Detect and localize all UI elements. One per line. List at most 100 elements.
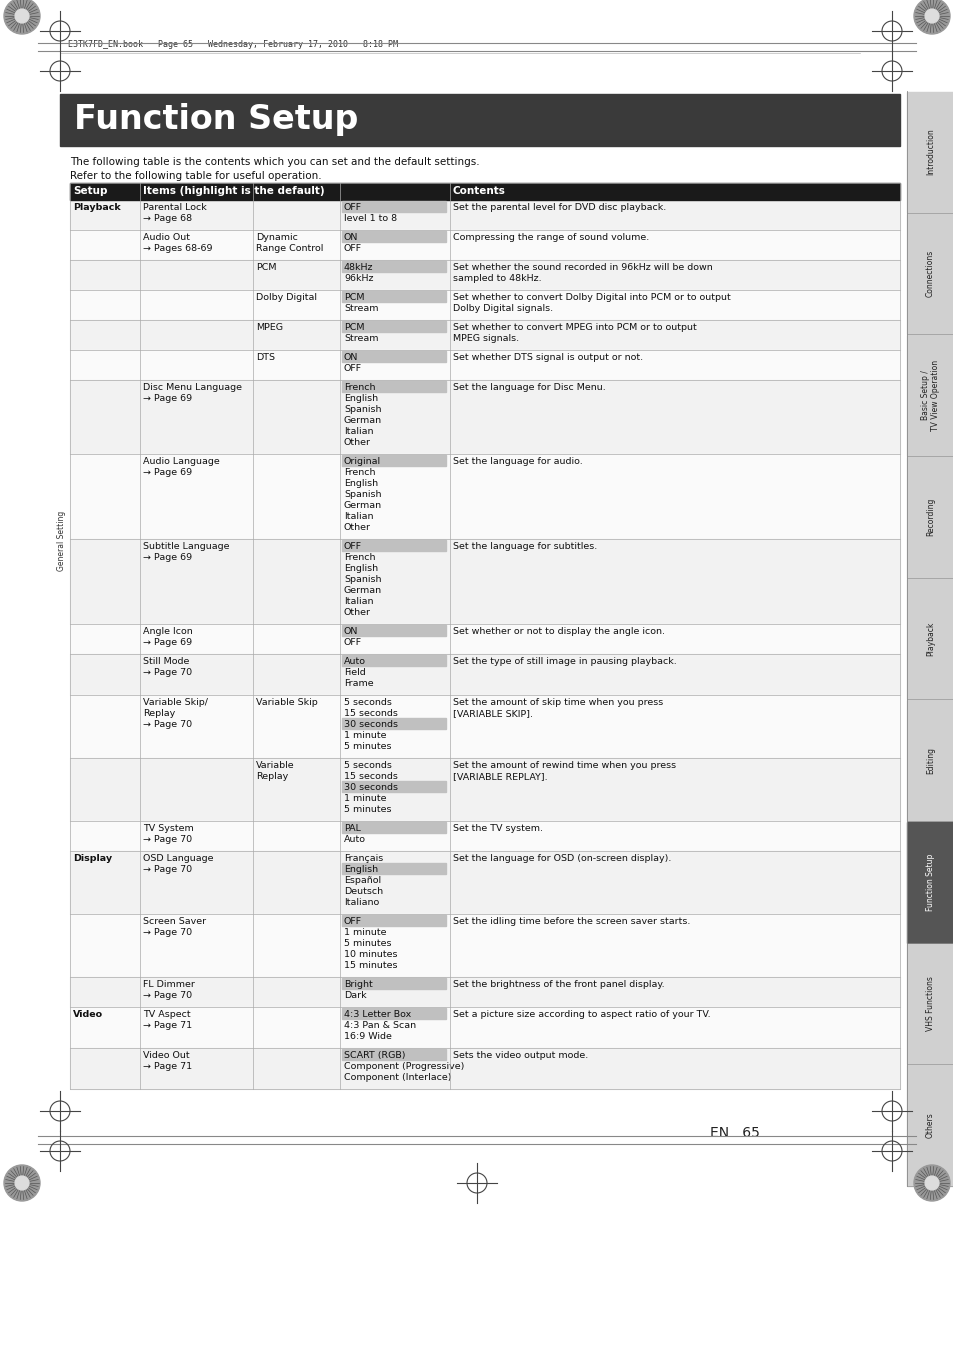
Text: German: German xyxy=(344,586,382,594)
Bar xyxy=(70,182,899,200)
Bar xyxy=(906,213,953,334)
Text: ON: ON xyxy=(344,353,358,362)
Text: English: English xyxy=(344,394,377,403)
Text: Set the type of still image in pausing playback.: Set the type of still image in pausing p… xyxy=(453,657,676,666)
Text: Original: Original xyxy=(344,457,381,466)
Text: OSD Language: OSD Language xyxy=(143,854,213,863)
Text: → Page 68: → Page 68 xyxy=(143,213,192,223)
Text: MPEG signals.: MPEG signals. xyxy=(453,334,518,343)
Bar xyxy=(70,1006,899,1048)
Circle shape xyxy=(4,0,40,34)
Text: OFF: OFF xyxy=(344,363,362,373)
Bar xyxy=(70,200,899,230)
Text: Dolby Digital signals.: Dolby Digital signals. xyxy=(453,304,553,313)
Bar xyxy=(70,694,899,758)
Text: ON: ON xyxy=(344,232,358,242)
Bar xyxy=(70,380,899,454)
Text: Refer to the following table for useful operation.: Refer to the following table for useful … xyxy=(70,172,321,181)
Text: Other: Other xyxy=(344,523,371,532)
Bar xyxy=(70,290,899,320)
Text: → Page 70: → Page 70 xyxy=(143,992,192,1000)
Text: PAL: PAL xyxy=(344,824,360,834)
Text: 4:3 Letter Box: 4:3 Letter Box xyxy=(344,1011,411,1019)
Bar xyxy=(70,454,899,539)
Bar xyxy=(341,781,446,792)
Text: Italian: Italian xyxy=(344,597,374,607)
Text: Connections: Connections xyxy=(925,250,934,297)
Bar xyxy=(70,230,899,259)
Text: Set the parental level for DVD disc playback.: Set the parental level for DVD disc play… xyxy=(453,203,665,212)
Text: 15 seconds: 15 seconds xyxy=(344,771,397,781)
Circle shape xyxy=(4,1165,40,1201)
Text: English: English xyxy=(344,865,377,874)
Text: Sets the video output mode.: Sets the video output mode. xyxy=(453,1051,588,1061)
Text: Audio Out: Audio Out xyxy=(143,232,190,242)
Bar xyxy=(70,915,899,977)
Text: → Page 69: → Page 69 xyxy=(143,467,192,477)
Text: Stream: Stream xyxy=(344,304,378,313)
Text: Recording: Recording xyxy=(925,497,934,536)
Text: TV System: TV System xyxy=(143,824,193,834)
Text: Other: Other xyxy=(344,608,371,617)
Text: 16:9 Wide: 16:9 Wide xyxy=(344,1032,392,1042)
Bar xyxy=(70,320,899,350)
Text: Dynamic: Dynamic xyxy=(255,232,297,242)
Text: Other: Other xyxy=(344,438,371,447)
Text: Auto: Auto xyxy=(344,835,366,844)
Text: Deutsch: Deutsch xyxy=(344,888,383,896)
Text: Playback: Playback xyxy=(73,203,121,212)
Text: Display: Display xyxy=(73,854,112,863)
Text: Component (Interlace): Component (Interlace) xyxy=(344,1073,451,1082)
Text: French: French xyxy=(344,467,375,477)
Text: → Page 69: → Page 69 xyxy=(143,553,192,562)
Text: Field: Field xyxy=(344,667,365,677)
Text: sampled to 48kHz.: sampled to 48kHz. xyxy=(453,274,541,282)
Text: → Page 70: → Page 70 xyxy=(143,667,192,677)
Text: → Page 70: → Page 70 xyxy=(143,720,192,730)
Bar xyxy=(70,624,899,654)
Text: 10 minutes: 10 minutes xyxy=(344,950,397,959)
Text: Subtitle Language: Subtitle Language xyxy=(143,542,230,551)
Bar xyxy=(906,700,953,821)
Bar xyxy=(906,943,953,1065)
Bar xyxy=(906,821,953,943)
Text: Range Control: Range Control xyxy=(255,245,323,253)
Text: Set whether to convert MPEG into PCM or to output: Set whether to convert MPEG into PCM or … xyxy=(453,323,696,332)
Text: The following table is the contents which you can set and the default settings.: The following table is the contents whic… xyxy=(70,157,479,168)
Text: Set the idling time before the screen saver starts.: Set the idling time before the screen sa… xyxy=(453,917,690,925)
Bar xyxy=(341,1008,446,1019)
Text: Set the amount of skip time when you press: Set the amount of skip time when you pre… xyxy=(453,698,662,707)
Text: Audio Language: Audio Language xyxy=(143,457,219,466)
Text: OFF: OFF xyxy=(344,203,362,212)
Bar xyxy=(341,381,446,392)
Circle shape xyxy=(924,1177,938,1190)
Text: Set the language for Disc Menu.: Set the language for Disc Menu. xyxy=(453,382,605,392)
Bar xyxy=(906,457,953,578)
Text: 15 seconds: 15 seconds xyxy=(344,709,397,717)
Bar xyxy=(341,455,446,466)
Bar xyxy=(341,717,446,730)
Text: Set the amount of rewind time when you press: Set the amount of rewind time when you p… xyxy=(453,761,676,770)
Text: German: German xyxy=(344,501,382,509)
Bar xyxy=(341,290,446,303)
Text: 1 minute: 1 minute xyxy=(344,731,386,740)
Text: Set the brightness of the front panel display.: Set the brightness of the front panel di… xyxy=(453,979,664,989)
Text: Español: Español xyxy=(344,875,381,885)
Text: Set the TV system.: Set the TV system. xyxy=(453,824,542,834)
Text: → Page 69: → Page 69 xyxy=(143,638,192,647)
Bar xyxy=(70,758,899,821)
Text: TV Aspect: TV Aspect xyxy=(143,1011,191,1019)
Text: English: English xyxy=(344,480,377,488)
Text: → Page 69: → Page 69 xyxy=(143,394,192,403)
Text: SCART (RGB): SCART (RGB) xyxy=(344,1051,405,1061)
Text: OFF: OFF xyxy=(344,542,362,551)
Bar xyxy=(341,1048,446,1061)
Text: 30 seconds: 30 seconds xyxy=(344,784,397,792)
Text: PCM: PCM xyxy=(344,293,364,303)
Text: Contents: Contents xyxy=(453,186,505,196)
Text: Items (highlight is the default): Items (highlight is the default) xyxy=(143,186,324,196)
Text: Set whether or not to display the angle icon.: Set whether or not to display the angle … xyxy=(453,627,664,636)
Text: MPEG: MPEG xyxy=(255,323,283,332)
Text: Italian: Italian xyxy=(344,427,374,436)
Text: → Page 70: → Page 70 xyxy=(143,865,192,874)
